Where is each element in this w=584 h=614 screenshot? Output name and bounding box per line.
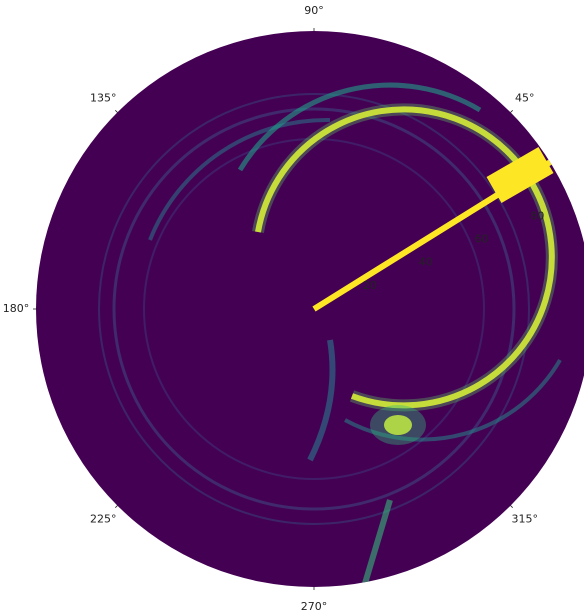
faint-arc [148, 117, 331, 241]
faint-ring [98, 93, 530, 525]
angle-tick-label: 315° [511, 513, 538, 526]
angle-tick [115, 505, 118, 508]
bright-blob [384, 415, 412, 435]
angle-tick-label: 270° [301, 600, 328, 613]
angle-tick-label: 135° [90, 91, 117, 104]
faint-ring [112, 107, 516, 511]
angle-tick-label: 225° [90, 513, 117, 526]
faint-streak [307, 339, 336, 462]
faint-arc [344, 358, 562, 442]
angle-tick [510, 110, 513, 113]
axes: 45° 90° 135° 180° 225° 270° 315° 20 40 60 80 [3, 4, 545, 613]
radial-tick-label: 80 [530, 209, 544, 222]
faint-arc [237, 82, 482, 172]
bright-blob-halo [370, 405, 426, 445]
radial-tick-label: 40 [419, 256, 433, 269]
radial-tick-label: 20 [363, 279, 377, 292]
polar-background [36, 31, 584, 587]
heatmap-features [98, 82, 562, 587]
angle-tick [510, 505, 513, 508]
radial-tick-label: 60 [475, 233, 489, 246]
angle-tick-label: 180° [3, 302, 30, 315]
angle-tick-label: 45° [515, 91, 535, 104]
angle-tick-label: 90° [304, 4, 324, 17]
bright-blob [486, 147, 554, 203]
angle-tick [115, 110, 118, 113]
